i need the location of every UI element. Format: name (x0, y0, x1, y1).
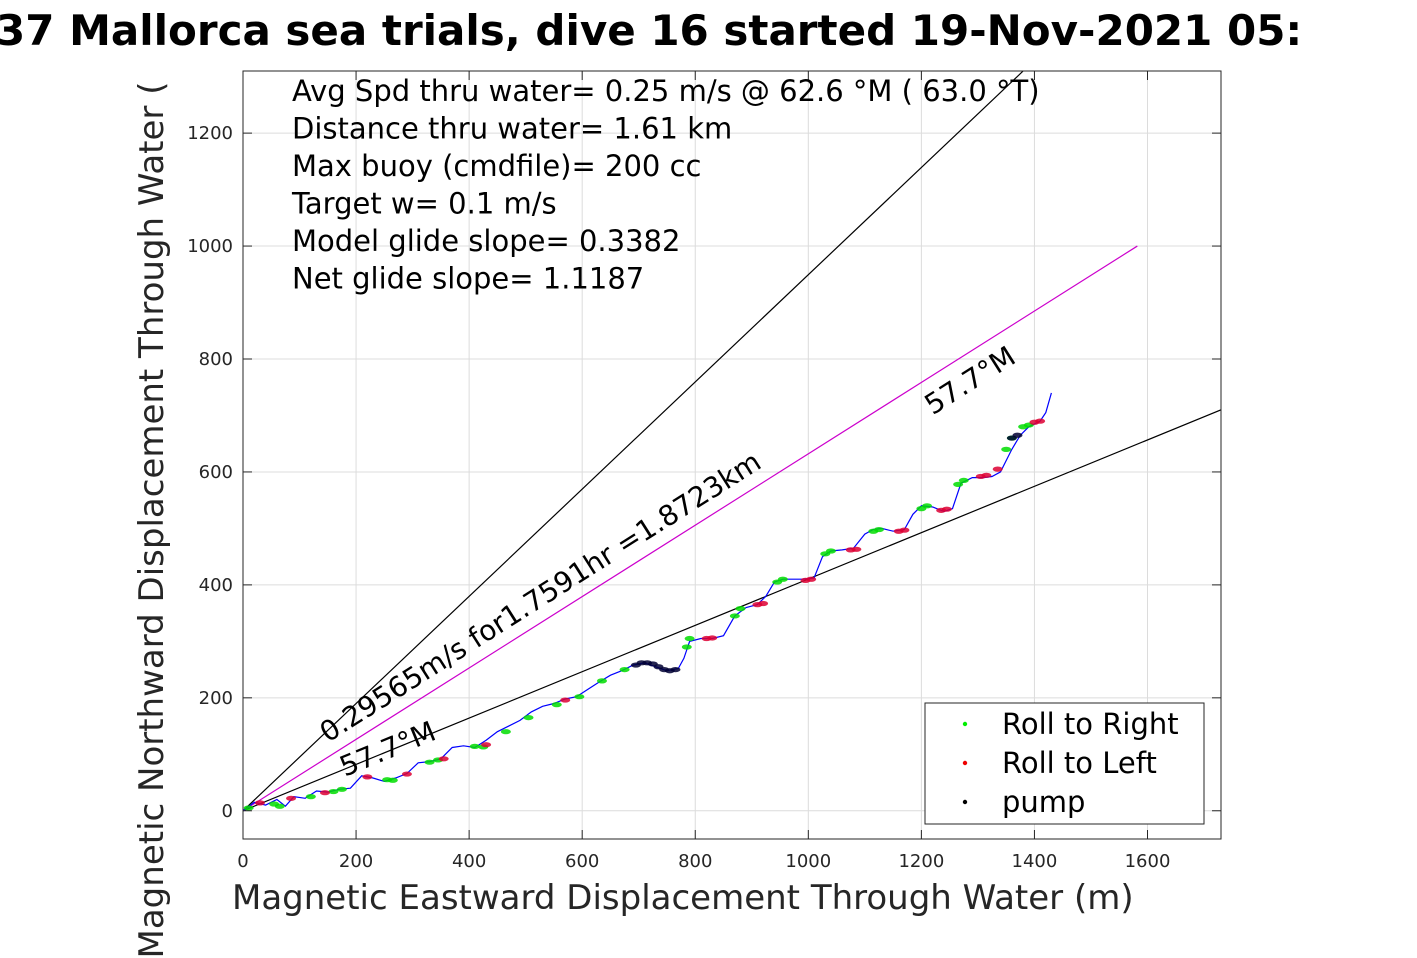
roll-right-marker (729, 613, 740, 619)
x-tick-label: 200 (339, 851, 373, 872)
x-tick-label: 1200 (898, 851, 944, 872)
x-tick-label: 0 (237, 851, 248, 872)
roll-left-marker (438, 756, 449, 762)
roll-left-marker (560, 697, 571, 703)
roll-left-marker (992, 466, 1003, 472)
legend-box (924, 702, 1205, 825)
roll-left-marker (401, 771, 412, 777)
roll-right-marker (305, 794, 316, 800)
stats-line: Net glide slope= 1.1187 (292, 262, 644, 296)
chart-title: 37 Mallorca sea trials, dive 16 started … (0, 6, 1303, 55)
roll-right-marker (873, 526, 884, 533)
roll-left-marker (362, 774, 373, 780)
roll-left-marker (319, 790, 330, 796)
roll-right-marker (1001, 446, 1012, 452)
roll-right-marker (777, 576, 788, 582)
stats-text: Avg Spd thru water= 0.25 m/s @ 62.6 °M (… (291, 74, 1040, 296)
pump-marker (670, 666, 681, 673)
roll-right-marker (684, 635, 695, 642)
reference-line (243, 245, 1138, 812)
roll-right-marker (619, 666, 630, 673)
x-tick-label: 600 (565, 851, 599, 872)
reference-line (243, 409, 1221, 812)
roll-right-marker (424, 759, 435, 765)
roll-left-marker (806, 576, 817, 582)
roll-right-marker (574, 694, 585, 700)
tick-labels: 0 200 400 600 800 1000 1200 1400 1600 0 200 400 600 8… (187, 123, 1170, 872)
y-tick-label: 200 (199, 688, 233, 709)
x-axis-label: Magnetic Eastward Displacement Through W… (232, 878, 1134, 918)
roll-right-marker (274, 803, 285, 809)
roll-left-marker (286, 795, 297, 801)
stats-line: Max buoy (cmdfile)= 200 cc (292, 149, 701, 183)
roll-left-marker (1035, 418, 1046, 424)
stats-line: Avg Spd thru water= 0.25 m/s @ 62.6 °M (… (292, 74, 1040, 108)
roll-right-marker (328, 788, 339, 795)
y-tick-label: 1200 (187, 123, 233, 144)
roll-left-marker (981, 472, 992, 478)
legend: Roll to Right Roll to Left pump (924, 702, 1205, 825)
y-tick-label: 600 (199, 462, 233, 483)
roll-right-marker (825, 548, 836, 554)
legend-label: pump (1002, 785, 1085, 819)
reference-line (243, 71, 1024, 812)
y-tick-label: 1000 (187, 236, 233, 257)
roll-left-marker (851, 546, 862, 552)
legend-marker (962, 799, 968, 805)
roll-left-marker (941, 506, 952, 512)
x-tick-label: 400 (452, 851, 486, 872)
roll-right-marker (681, 644, 692, 650)
roll-right-marker (500, 729, 511, 735)
roll-right-marker (958, 477, 969, 484)
pump-marker (1012, 432, 1023, 438)
roll-left-marker (254, 800, 265, 806)
legend-marker (962, 721, 968, 727)
roll-right-marker (596, 678, 607, 684)
roll-left-marker (758, 600, 769, 607)
legend-marker (962, 760, 968, 766)
roll-right-marker (387, 777, 398, 783)
roll-right-marker (735, 606, 746, 612)
reference-lines (243, 71, 1221, 812)
roll-left-marker (481, 742, 492, 748)
y-tick-label: 0 (222, 801, 233, 822)
roll-right-marker (953, 481, 964, 487)
roll-right-marker (523, 714, 534, 721)
roll-right-marker (336, 786, 347, 792)
tick-marks (242, 71, 1221, 839)
y-axis-label: Magnetic Northward Displacement Through … (132, 81, 172, 958)
stats-line: Target w= 0.1 m/s (291, 187, 557, 221)
roll-left-marker (707, 635, 718, 641)
markers-group (243, 418, 1046, 811)
y-tick-label: 400 (199, 575, 233, 596)
legend-label: Roll to Right (1002, 707, 1179, 741)
roll-right-marker (243, 805, 254, 811)
roll-right-marker (922, 503, 933, 509)
x-tick-label: 1400 (1012, 851, 1058, 872)
x-tick-label: 1600 (1125, 851, 1171, 872)
roll-right-marker (469, 743, 480, 749)
stats-line: Distance thru water= 1.61 km (292, 112, 732, 146)
roll-right-marker (551, 702, 562, 708)
y-tick-label: 800 (199, 349, 233, 370)
legend-label: Roll to Left (1002, 746, 1157, 780)
x-tick-label: 1000 (785, 851, 831, 872)
x-tick-label: 800 (678, 851, 712, 872)
stats-line: Model glide slope= 0.3382 (292, 224, 680, 258)
plot-frame (242, 70, 1222, 840)
roll-left-marker (899, 527, 910, 533)
